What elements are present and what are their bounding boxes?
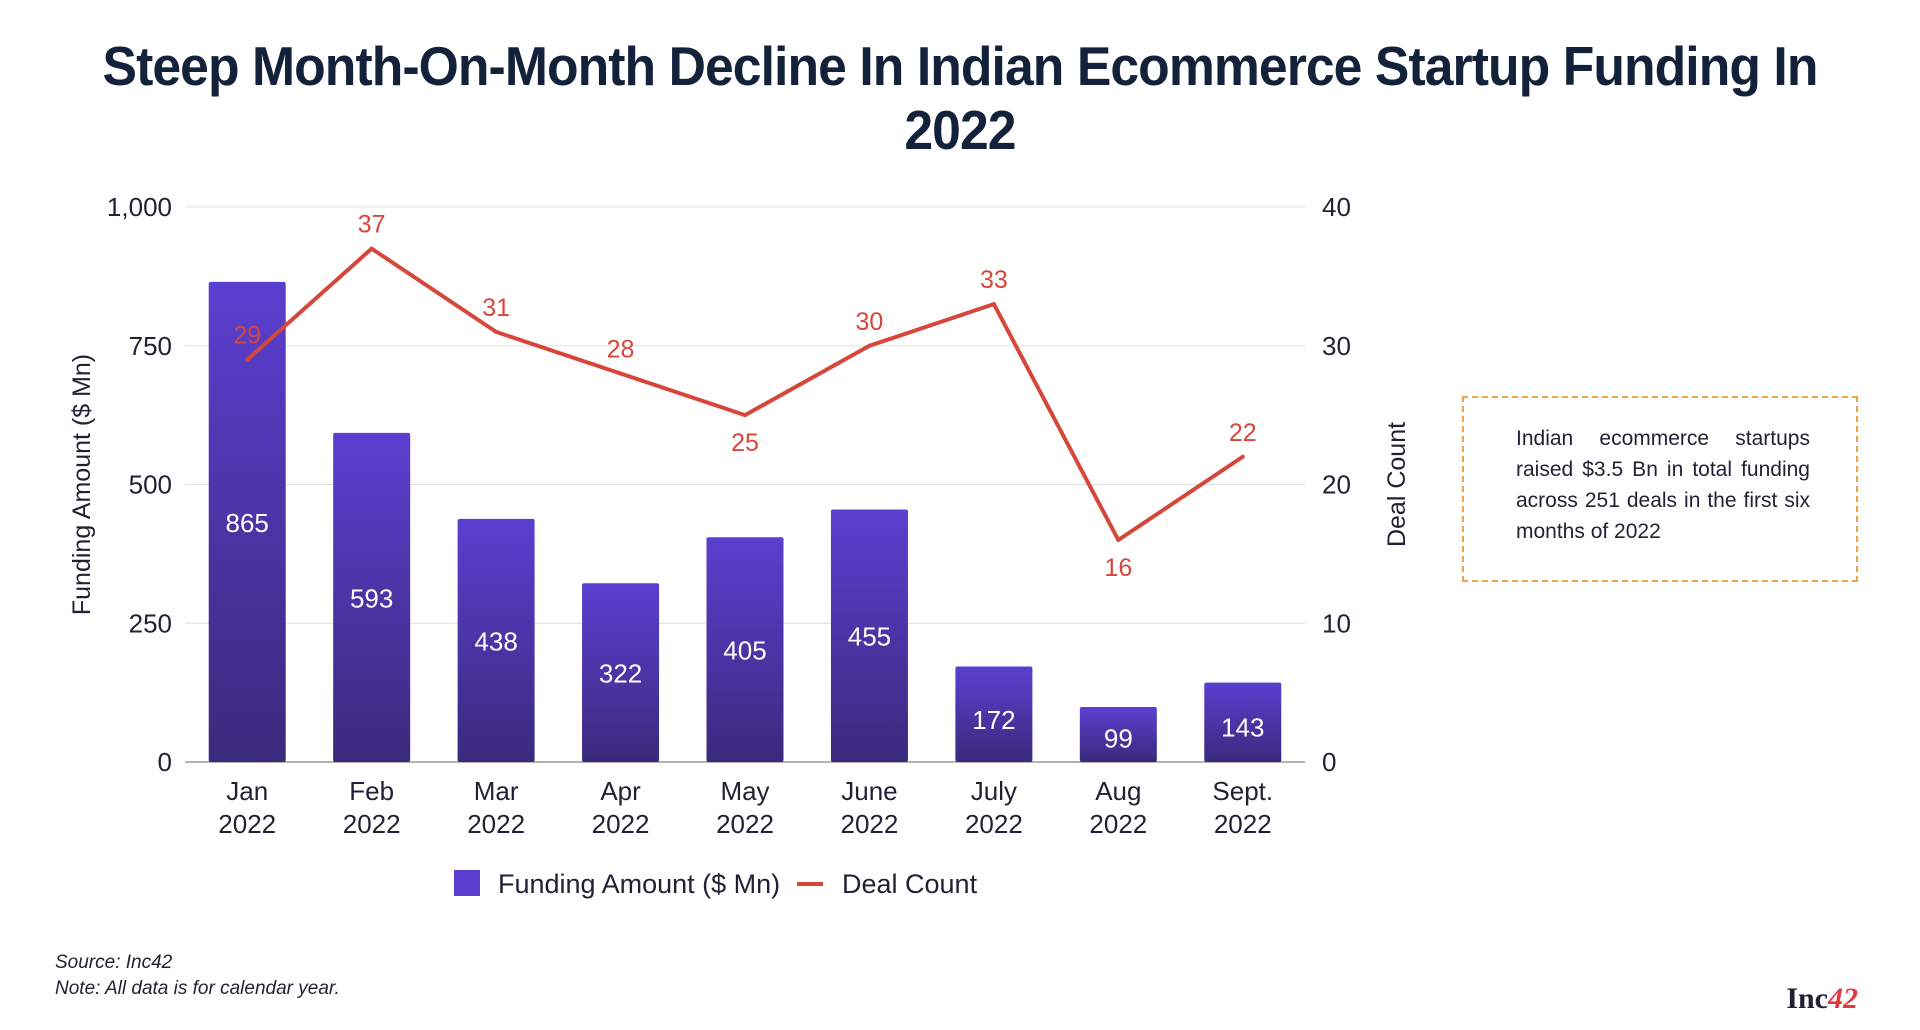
- funding-bar-label: 455: [848, 622, 891, 652]
- deal-count-label: 37: [358, 211, 386, 239]
- legend-label-deals: Deal Count: [842, 869, 978, 899]
- x-tick-month: June: [841, 776, 897, 806]
- x-tick-month: Apr: [600, 776, 641, 806]
- funding-bar: [333, 432, 411, 762]
- y-axis-title-left: Funding Amount ($ Mn): [68, 354, 96, 615]
- note-text: Note: All data is for calendar year.: [55, 978, 340, 999]
- funding-bar-label: 99: [1104, 723, 1133, 753]
- deal-count-point: [1116, 538, 1121, 542]
- funding-bar: [830, 509, 908, 762]
- funding-bar-label: 172: [972, 705, 1015, 735]
- x-tick-year: 2022: [841, 809, 899, 839]
- x-tick-year: 2022: [467, 809, 525, 839]
- x-tick-year: 2022: [965, 809, 1023, 839]
- y-tick-right: 10: [1322, 608, 1351, 638]
- funding-bar: [208, 281, 286, 762]
- annotation-box: Indian ecommerce startups raised $3.5 Bn…: [1462, 396, 1858, 582]
- y-tick-left: 750: [129, 331, 172, 361]
- legend-label-funding: Funding Amount ($ Mn): [498, 869, 780, 899]
- deal-count-point: [867, 343, 872, 348]
- y-tick-right: 30: [1322, 331, 1351, 361]
- funding-bar-label: 865: [226, 508, 269, 538]
- funding-bar-label: 405: [723, 636, 766, 666]
- deal-count-label: 30: [856, 308, 884, 336]
- deal-count-point: [494, 329, 499, 334]
- deal-count-point: [743, 413, 747, 418]
- x-tick-year: 2022: [716, 809, 774, 839]
- deal-count-point: [618, 371, 623, 376]
- x-tick-month: Aug: [1095, 776, 1141, 806]
- funding-bar-label: 143: [1221, 712, 1264, 742]
- funding-bar: [582, 583, 660, 762]
- x-tick-month: July: [971, 776, 1017, 806]
- source-notes: Source: Inc42 Note: All data is for cale…: [55, 950, 340, 1002]
- deal-count-point: [245, 357, 250, 362]
- y-tick-left: 500: [129, 470, 172, 500]
- x-tick-month: Feb: [349, 776, 394, 806]
- x-tick-year: 2022: [1089, 809, 1147, 839]
- x-tick-year: 2022: [218, 809, 276, 839]
- deal-count-label: 25: [731, 429, 759, 457]
- deal-count-point: [369, 246, 374, 251]
- x-tick-month: Jan: [226, 776, 268, 806]
- funding-bar: [706, 537, 784, 762]
- deal-count-point: [1240, 454, 1245, 459]
- funding-bar: [1204, 682, 1282, 762]
- y-axis-title-right: Deal Count: [1383, 422, 1411, 547]
- deal-count-label: 29: [233, 322, 261, 350]
- deal-count-label: 31: [482, 294, 510, 322]
- legend-swatch-funding: [454, 870, 480, 896]
- y-tick-left: 0: [158, 747, 172, 777]
- x-tick-month: Sept.: [1212, 776, 1273, 806]
- x-tick-year: 2022: [343, 809, 401, 839]
- deal-count-label: 16: [1104, 554, 1132, 582]
- x-tick-year: 2022: [592, 809, 650, 839]
- deal-count-label: 22: [1229, 419, 1257, 447]
- y-tick-right: 20: [1322, 470, 1351, 500]
- logo-accent: 42: [1828, 982, 1858, 1015]
- y-tick-right: 0: [1322, 747, 1336, 777]
- x-tick-month: Mar: [474, 776, 519, 806]
- y-tick-left: 1,000: [107, 192, 172, 222]
- inc42-logo: Inc42: [1786, 982, 1858, 1016]
- x-tick-month: May: [720, 776, 769, 806]
- deal-count-label: 33: [980, 266, 1008, 294]
- logo-main: Inc: [1786, 982, 1828, 1015]
- funding-bar-label: 322: [599, 659, 642, 689]
- deal-count-point: [991, 302, 996, 307]
- funding-bar: [955, 666, 1033, 762]
- y-tick-left: 250: [129, 608, 172, 638]
- annotation-text: Indian ecommerce startups raised $3.5 Bn…: [1516, 427, 1810, 543]
- funding-bar-label: 593: [350, 583, 393, 613]
- deal-count-label: 28: [607, 336, 635, 364]
- chart-title: Steep Month-On-Month Decline In Indian E…: [102, 35, 1819, 161]
- source-text: Source: Inc42: [55, 952, 173, 973]
- x-tick-year: 2022: [1214, 809, 1272, 839]
- y-tick-right: 40: [1322, 192, 1351, 222]
- funding-bar-label: 438: [474, 626, 517, 656]
- funding-bar: [1079, 707, 1157, 762]
- funding-bar: [457, 518, 535, 762]
